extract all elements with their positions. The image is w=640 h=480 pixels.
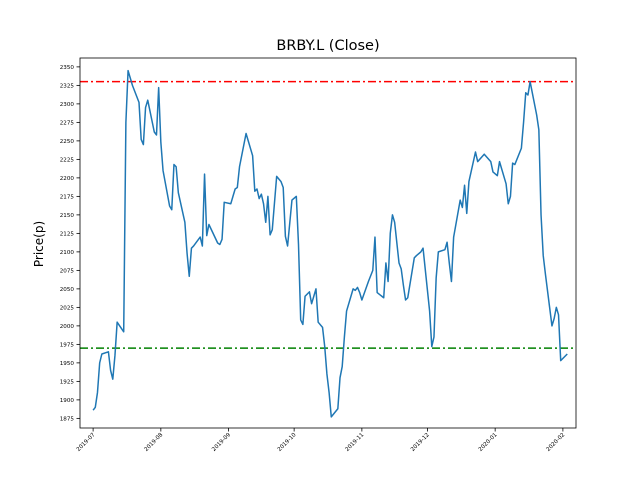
- x-tick-label: 2019-11: [345, 432, 366, 453]
- y-axis: 1875 1900 1925 1950 1975 2000 2025 2050 2075 2100…: [60, 65, 80, 422]
- y-tick-label: 2175: [60, 194, 75, 200]
- x-tick-label: 2020-01: [478, 432, 499, 453]
- y-tick-label: 2075: [60, 268, 75, 274]
- y-tick-label: 2025: [60, 305, 75, 311]
- x-axis: 2019-07 2019-08 2019-09 2019-10 2019-11 2019-…: [76, 428, 567, 453]
- y-tick-label: 2000: [60, 324, 75, 330]
- price-series: [92, 69, 568, 418]
- x-tick-label: 2019-10: [277, 432, 298, 453]
- y-axis-label: Price(p): [32, 221, 46, 267]
- y-tick-label: 2275: [60, 120, 75, 126]
- y-tick-label: 1875: [60, 416, 75, 422]
- series-line: [92, 69, 568, 418]
- y-tick-label: 2250: [60, 139, 75, 145]
- reference-lines: [80, 80, 576, 349]
- x-tick-label: 2019-09: [211, 432, 232, 453]
- plot-area-frame: [79, 57, 577, 429]
- y-tick-label: 2100: [60, 250, 75, 256]
- y-tick-label: 2150: [60, 213, 75, 219]
- y-tick-label: 1950: [60, 361, 75, 367]
- x-tick-label: 2019-07: [76, 432, 97, 453]
- y-tick-label: 2200: [60, 176, 75, 182]
- y-tick-label: 2300: [60, 102, 75, 108]
- x-tick-label: 2020-02: [546, 432, 567, 453]
- x-tick-label: 2019-08: [143, 432, 164, 453]
- y-tick-label: 2125: [60, 231, 75, 237]
- y-tick-label: 2350: [60, 65, 75, 71]
- chart-title: BRBY.L (Close): [276, 38, 379, 54]
- y-tick-label: 1900: [60, 398, 75, 404]
- y-tick-label: 2050: [60, 287, 75, 293]
- y-tick-label: 2325: [60, 83, 75, 89]
- x-tick-label: 2019-12: [410, 432, 431, 453]
- y-tick-label: 1925: [60, 379, 75, 385]
- y-tick-label: 1975: [60, 342, 75, 348]
- y-tick-label: 2225: [60, 157, 75, 163]
